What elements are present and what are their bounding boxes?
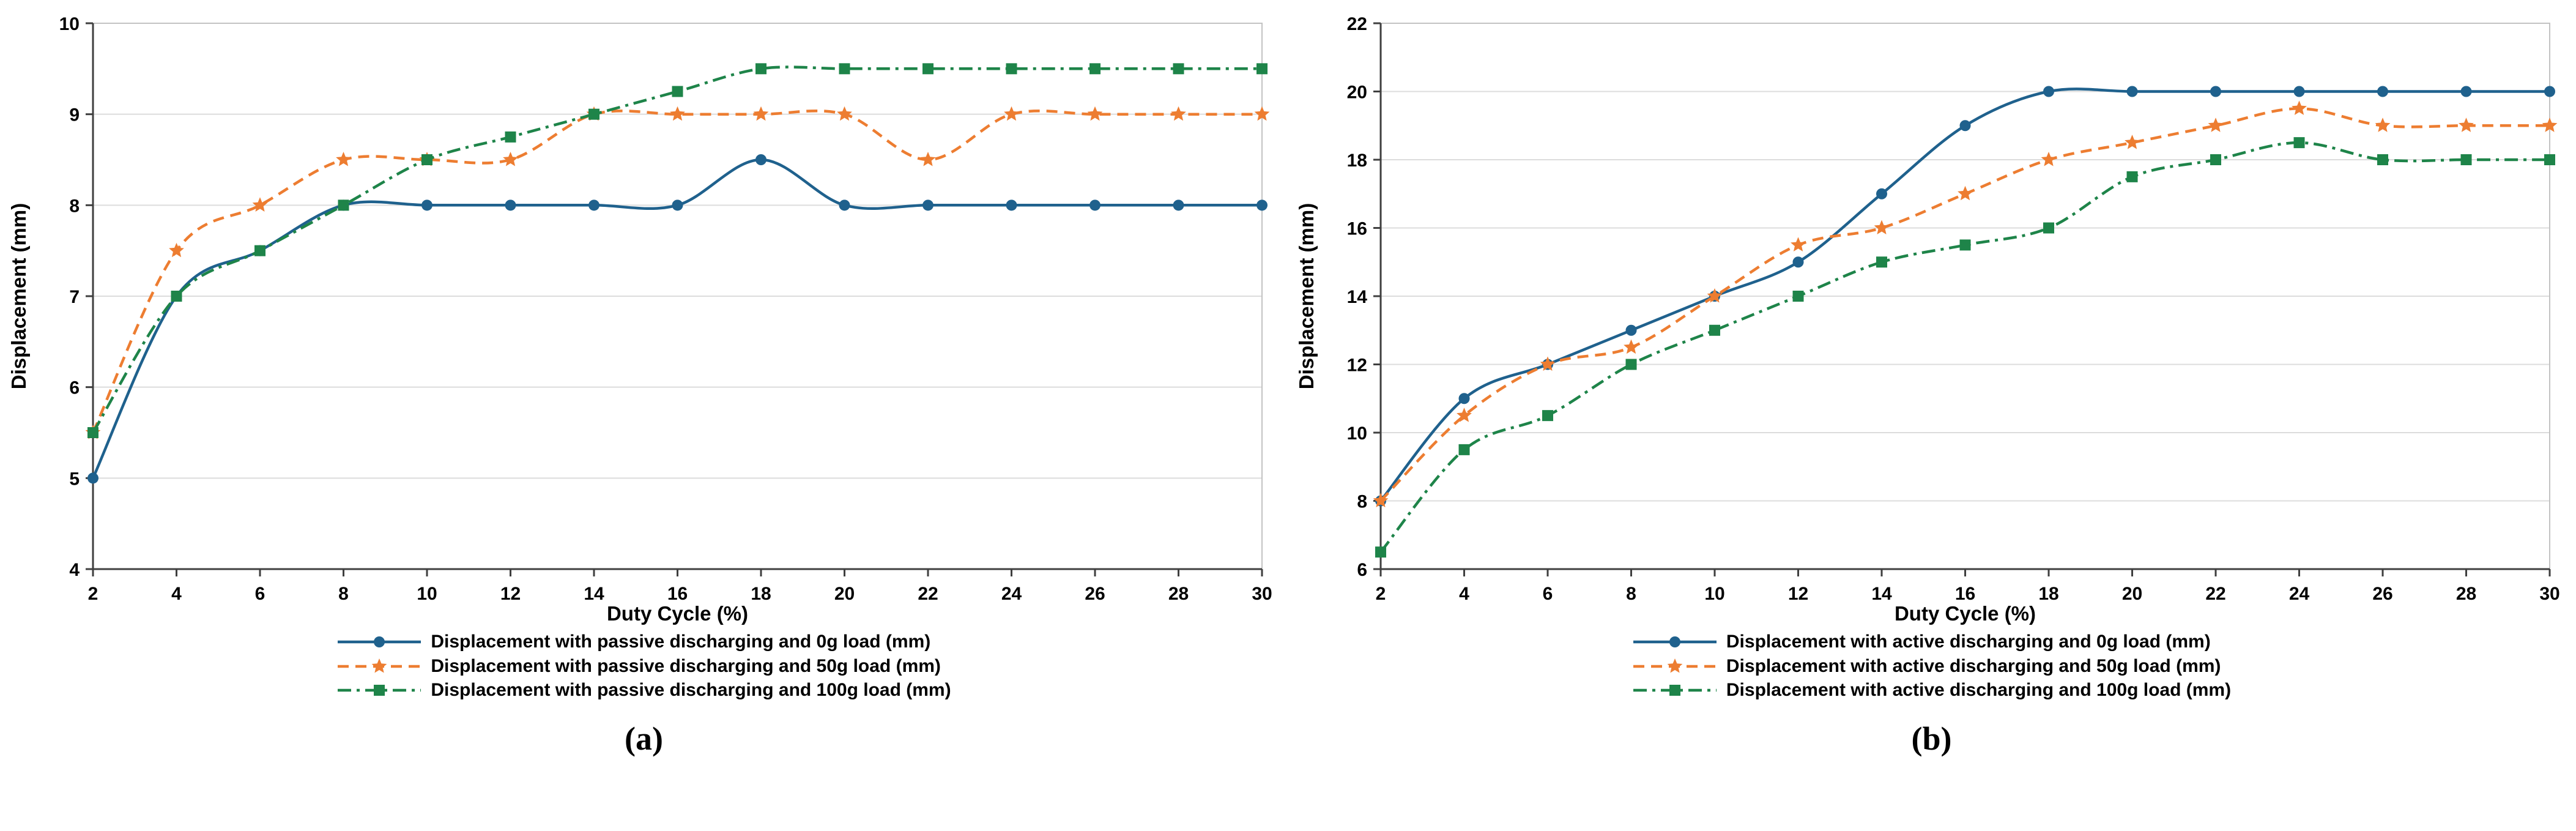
svg-text:12: 12	[1347, 356, 1367, 376]
svg-text:20: 20	[2122, 584, 2142, 604]
legend-line-sample-icon	[1633, 658, 1717, 673]
svg-text:22: 22	[2205, 584, 2225, 604]
svg-text:18: 18	[2038, 584, 2058, 604]
figure-a: 4 5 6 7 8 9 10 2 4 6 8 10 12 14 16 18 20 22 24 26 28 30 Duty C…	[7, 14, 1272, 757]
chart-b-legend: Displacement with active discharging and…	[1632, 632, 2231, 701]
svg-text:16: 16	[667, 584, 688, 604]
legend-line-sample-icon	[338, 636, 421, 648]
svg-text:2: 2	[88, 584, 98, 604]
legend-item: Displacement with active discharging and…	[1632, 680, 2231, 701]
svg-text:7: 7	[69, 287, 80, 307]
legend-item: Displacement with passive discharging an…	[336, 680, 951, 701]
legend-item: Displacement with passive discharging an…	[336, 632, 930, 653]
legend-item: Displacement with active discharging and…	[1632, 632, 2211, 653]
legend-item-label: Displacement with active discharging and…	[1726, 680, 2232, 700]
svg-text:2: 2	[1376, 584, 1386, 604]
figure-b-caption: (b)	[1911, 720, 1952, 757]
svg-text:12: 12	[1788, 584, 1808, 604]
svg-text:8: 8	[69, 196, 80, 216]
svg-text:4: 4	[69, 560, 80, 580]
svg-text:26: 26	[2372, 584, 2392, 604]
svg-text:5: 5	[69, 469, 80, 489]
svg-text:14: 14	[584, 584, 604, 604]
legend-item-label: Displacement with active discharging and…	[1726, 655, 2221, 676]
svg-text:26: 26	[1085, 584, 1105, 604]
svg-text:30: 30	[1252, 584, 1272, 604]
legend-line-sample-icon	[1633, 636, 1717, 648]
legend-item-label: Displacement with active discharging and…	[1726, 632, 2211, 652]
svg-text:24: 24	[2289, 584, 2310, 604]
svg-text:8: 8	[338, 584, 349, 604]
legend-item-label: Displacement with passive discharging an…	[431, 655, 941, 676]
svg-text:10: 10	[1704, 584, 1724, 604]
legend-line-sample-icon	[1633, 685, 1717, 696]
svg-text:22: 22	[918, 584, 938, 604]
chart-a-legend: Displacement with passive discharging an…	[336, 632, 951, 701]
svg-text:18: 18	[751, 584, 771, 604]
figure-a-caption: (a)	[625, 720, 663, 757]
legend-item-label: Displacement with passive discharging an…	[431, 680, 951, 700]
svg-text:16: 16	[1347, 219, 1367, 239]
svg-text:28: 28	[2456, 584, 2476, 604]
svg-text:4: 4	[1459, 584, 1469, 604]
legend-item-label: Displacement with passive discharging an…	[431, 632, 931, 652]
svg-text:20: 20	[834, 584, 855, 604]
svg-text:6: 6	[255, 584, 265, 604]
svg-text:6: 6	[1543, 584, 1553, 604]
svg-text:20: 20	[1347, 83, 1367, 103]
legend-line-sample-icon	[338, 685, 421, 696]
figure-b: 6 8 10 12 14 16 18 20 22 2 4 6 8 10 12 14 16 18 20 22 24 26 28…	[1288, 0, 2575, 831]
svg-text:12: 12	[500, 584, 521, 604]
svg-text:8: 8	[1626, 584, 1636, 604]
svg-text:Duty Cycle (%): Duty Cycle (%)	[1895, 602, 2036, 625]
svg-text:8: 8	[1357, 492, 1367, 512]
svg-text:Displacement (mm): Displacement (mm)	[1295, 203, 1318, 389]
svg-text:10: 10	[417, 584, 437, 604]
svg-text:18: 18	[1347, 151, 1367, 171]
svg-text:16: 16	[1955, 584, 1975, 604]
svg-text:Duty Cycle (%): Duty Cycle (%)	[607, 602, 748, 625]
svg-text:14: 14	[1871, 584, 1892, 604]
svg-text:14: 14	[1347, 287, 1368, 307]
svg-text:6: 6	[69, 378, 80, 398]
legend-item: Displacement with passive discharging an…	[336, 656, 941, 677]
svg-text:10: 10	[1347, 423, 1367, 444]
svg-text:24: 24	[1001, 584, 1022, 604]
svg-text:6: 6	[1357, 560, 1367, 580]
svg-text:30: 30	[2539, 584, 2559, 604]
svg-text:Displacement (mm): Displacement (mm)	[7, 203, 30, 389]
legend-item: Displacement with active discharging and…	[1632, 656, 2221, 677]
legend-line-sample-icon	[338, 658, 421, 673]
svg-text:22: 22	[1347, 14, 1367, 34]
svg-text:4: 4	[171, 584, 182, 604]
svg-text:9: 9	[69, 105, 80, 125]
svg-text:10: 10	[59, 14, 80, 34]
svg-text:28: 28	[1168, 584, 1189, 604]
